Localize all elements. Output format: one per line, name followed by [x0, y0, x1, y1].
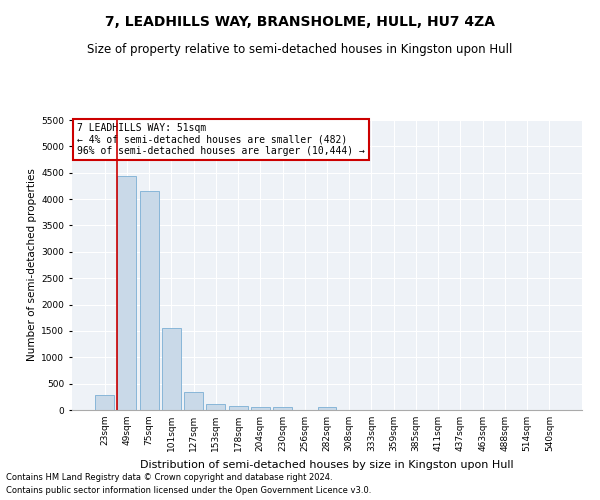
Bar — [251, 407, 270, 410]
Bar — [95, 395, 114, 410]
Bar — [162, 328, 181, 410]
Bar — [206, 404, 225, 410]
Y-axis label: Number of semi-detached properties: Number of semi-detached properties — [27, 168, 37, 362]
Bar — [273, 408, 292, 410]
Bar — [140, 191, 158, 410]
Bar — [229, 406, 248, 410]
Text: 7 LEADHILLS WAY: 51sqm
← 4% of semi-detached houses are smaller (482)
96% of sem: 7 LEADHILLS WAY: 51sqm ← 4% of semi-deta… — [77, 123, 365, 156]
Bar — [317, 407, 337, 410]
Text: Contains public sector information licensed under the Open Government Licence v3: Contains public sector information licen… — [6, 486, 371, 495]
Text: Size of property relative to semi-detached houses in Kingston upon Hull: Size of property relative to semi-detach… — [88, 42, 512, 56]
Bar — [118, 176, 136, 410]
X-axis label: Distribution of semi-detached houses by size in Kingston upon Hull: Distribution of semi-detached houses by … — [140, 460, 514, 469]
Bar — [184, 392, 203, 410]
Text: Contains HM Land Registry data © Crown copyright and database right 2024.: Contains HM Land Registry data © Crown c… — [6, 474, 332, 482]
Text: 7, LEADHILLS WAY, BRANSHOLME, HULL, HU7 4ZA: 7, LEADHILLS WAY, BRANSHOLME, HULL, HU7 … — [105, 15, 495, 29]
